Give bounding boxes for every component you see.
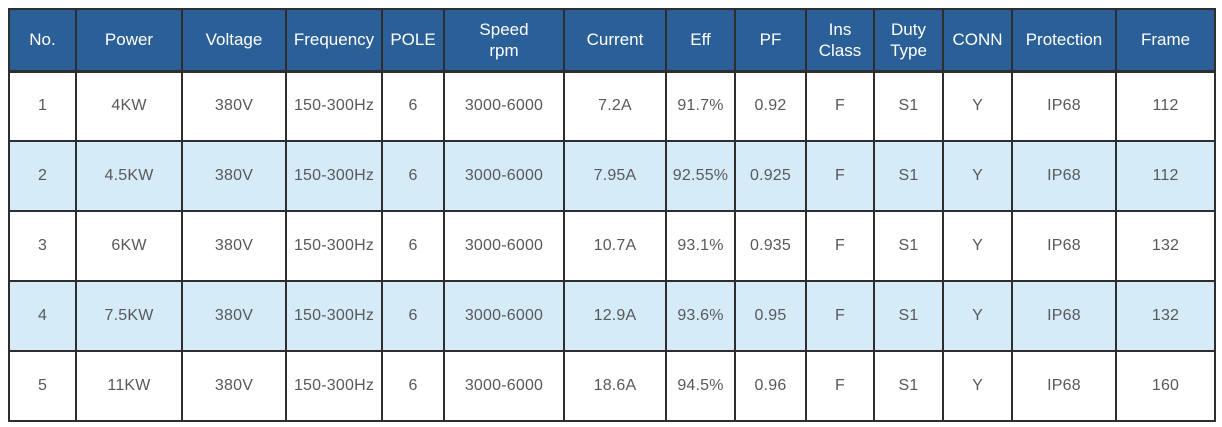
cell-speed-rpm: 3000-6000 [443,70,565,142]
cell-pole: 6 [381,210,445,282]
cell-protection: IP68 [1011,350,1117,422]
cell-frequency: 150-300Hz [285,140,383,212]
cell-eff: 94.5% [665,350,736,422]
cell-current: 18.6A [563,350,667,422]
cell-frame: 112 [1115,140,1216,212]
cell-protection: IP68 [1011,210,1117,282]
cell-frame: 160 [1115,350,1216,422]
header-cell-conn: CONN [942,8,1013,73]
cell-eff: 91.7% [665,70,736,142]
header-cell-voltage: Voltage [181,8,287,73]
header-cell-frame: Frame [1115,8,1216,73]
cell-current: 10.7A [563,210,667,282]
table-body: 1 4KW 380V 150-300Hz 6 3000-6000 7.2A 91… [8,70,1216,422]
cell-conn: Y [942,70,1013,142]
cell-frame: 112 [1115,70,1216,142]
cell-eff: 93.6% [665,280,736,352]
header-cell-pf: PF [734,8,807,73]
cell-pole: 6 [381,140,445,212]
header-row: No. Power Voltage Frequency POLE Speed r… [8,8,1216,73]
cell-conn: Y [942,140,1013,212]
cell-ins-class: F [805,350,875,422]
cell-duty-type: S1 [873,70,944,142]
cell-eff: 92.55% [665,140,736,212]
header-cell-frequency: Frequency [285,8,383,73]
cell-frequency: 150-300Hz [285,350,383,422]
header-cell-eff: Eff [665,8,736,73]
cell-power: 4KW [75,70,183,142]
cell-pf: 0.96 [734,350,807,422]
table-row: 2 4.5KW 380V 150-300Hz 6 3000-6000 7.95A… [8,140,1216,212]
header-cell-ins-class: Ins Class [805,8,875,73]
cell-ins-class: F [805,70,875,142]
cell-conn: Y [942,350,1013,422]
table-row: 4 7.5KW 380V 150-300Hz 6 3000-6000 12.9A… [8,280,1216,352]
cell-voltage: 380V [181,70,287,142]
cell-frequency: 150-300Hz [285,210,383,282]
cell-no: 2 [8,140,77,212]
cell-ins-class: F [805,210,875,282]
cell-speed-rpm: 3000-6000 [443,140,565,212]
header-cell-speed-rpm: Speed rpm [443,8,565,73]
spec-table: No. Power Voltage Frequency POLE Speed r… [8,8,1216,422]
cell-pf: 0.95 [734,280,807,352]
cell-no: 5 [8,350,77,422]
table-row: 1 4KW 380V 150-300Hz 6 3000-6000 7.2A 91… [8,70,1216,142]
header-cell-current: Current [563,8,667,73]
cell-voltage: 380V [181,350,287,422]
cell-pf: 0.935 [734,210,807,282]
cell-pole: 6 [381,280,445,352]
cell-conn: Y [942,280,1013,352]
cell-power: 7.5KW [75,280,183,352]
cell-protection: IP68 [1011,280,1117,352]
cell-no: 1 [8,70,77,142]
cell-current: 7.2A [563,70,667,142]
cell-conn: Y [942,210,1013,282]
cell-protection: IP68 [1011,140,1117,212]
cell-voltage: 380V [181,140,287,212]
table-row: 3 6KW 380V 150-300Hz 6 3000-6000 10.7A 9… [8,210,1216,282]
cell-speed-rpm: 3000-6000 [443,210,565,282]
cell-pf: 0.925 [734,140,807,212]
header-cell-pole: POLE [381,8,445,73]
header-cell-power: Power [75,8,183,73]
cell-no: 3 [8,210,77,282]
cell-duty-type: S1 [873,280,944,352]
header-cell-duty-type: Duty Type [873,8,944,73]
cell-duty-type: S1 [873,210,944,282]
cell-frame: 132 [1115,210,1216,282]
cell-frequency: 150-300Hz [285,280,383,352]
cell-voltage: 380V [181,210,287,282]
cell-ins-class: F [805,280,875,352]
cell-pole: 6 [381,350,445,422]
cell-pole: 6 [381,70,445,142]
cell-pf: 0.92 [734,70,807,142]
cell-duty-type: S1 [873,350,944,422]
cell-duty-type: S1 [873,140,944,212]
cell-current: 12.9A [563,280,667,352]
table-row: 5 11KW 380V 150-300Hz 6 3000-6000 18.6A … [8,350,1216,422]
cell-voltage: 380V [181,280,287,352]
cell-no: 4 [8,280,77,352]
header-cell-no: No. [8,8,77,73]
cell-frequency: 150-300Hz [285,70,383,142]
cell-power: 6KW [75,210,183,282]
cell-power: 11KW [75,350,183,422]
table-header: No. Power Voltage Frequency POLE Speed r… [8,8,1216,73]
cell-power: 4.5KW [75,140,183,212]
cell-speed-rpm: 3000-6000 [443,350,565,422]
cell-protection: IP68 [1011,70,1117,142]
cell-speed-rpm: 3000-6000 [443,280,565,352]
cell-eff: 93.1% [665,210,736,282]
cell-ins-class: F [805,140,875,212]
cell-frame: 132 [1115,280,1216,352]
header-cell-protection: Protection [1011,8,1117,73]
cell-current: 7.95A [563,140,667,212]
